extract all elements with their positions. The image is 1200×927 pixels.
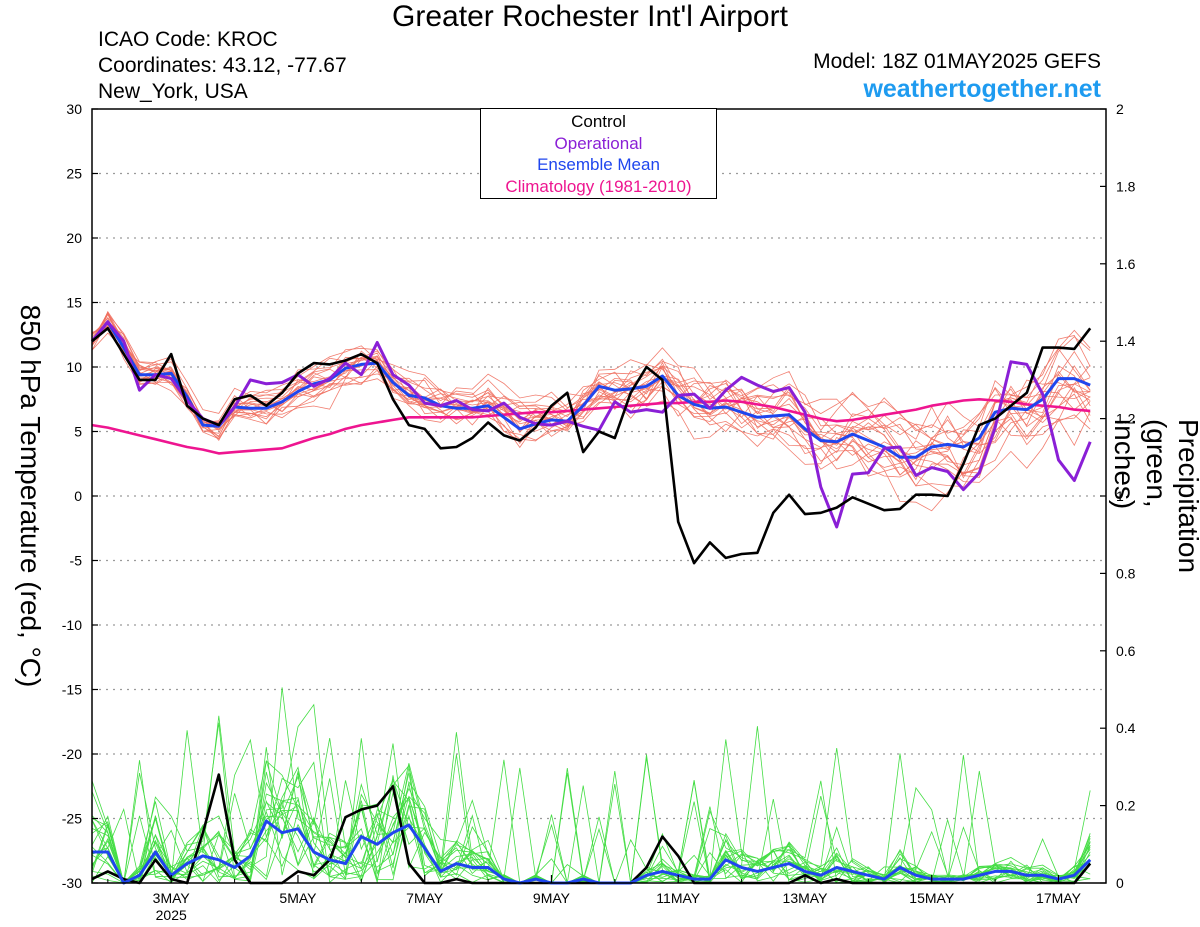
y-tick-label: 10 xyxy=(66,359,82,375)
precipitation-member-line xyxy=(91,770,1091,884)
precipitation-member-line xyxy=(91,738,1091,884)
y-tick-label: -10 xyxy=(62,617,82,633)
grid xyxy=(92,172,1106,820)
operational-line xyxy=(90,320,1092,529)
y2-tick-label: 0.2 xyxy=(1116,798,1136,814)
precipitation-members xyxy=(91,687,1091,885)
legend-climatology: Climatology (1981-2010) xyxy=(505,176,692,196)
model-run: Model: 18Z 01MAY2025 GEFS xyxy=(813,50,1101,73)
temperature-member-line xyxy=(91,313,1091,474)
y-tick-label: 25 xyxy=(66,166,82,182)
legend-ensemble-mean: Ensemble Mean xyxy=(537,155,660,174)
precipitation-member-line xyxy=(91,715,1091,884)
site-link[interactable]: weathertogether.net xyxy=(863,75,1101,103)
x-tick-label: 7MAY xyxy=(406,890,444,906)
coordinates: Coordinates: 43.12, -77.67 xyxy=(98,54,347,77)
climatology-line xyxy=(91,397,1091,455)
temperature-member-line xyxy=(91,325,1091,455)
y2-tick-label: 0.4 xyxy=(1116,720,1136,736)
y-tick-label: -5 xyxy=(70,553,83,569)
y-tick-label: 5 xyxy=(74,424,82,440)
y-tick-label: -15 xyxy=(62,682,82,698)
y2-tick-label: 0.8 xyxy=(1116,565,1136,581)
legend-operational: Operational xyxy=(554,133,643,153)
temperature-member-line xyxy=(91,313,1091,456)
y2-tick-label: 1.6 xyxy=(1116,256,1136,272)
y-tick-label: -30 xyxy=(62,875,82,891)
y2-tick-label: 1.4 xyxy=(1116,333,1136,349)
x-tick-year: 2025 xyxy=(156,907,187,923)
y2-tick-label: 1 xyxy=(1116,488,1124,504)
y-tick-label: 20 xyxy=(66,230,82,246)
y2-tick-label: 1.8 xyxy=(1116,178,1136,194)
y2-tick-label: 1.2 xyxy=(1116,411,1136,427)
x-tick-label: 15MAY xyxy=(909,890,955,906)
control-precip-line xyxy=(91,773,1092,885)
precipitation-member-line xyxy=(91,722,1091,884)
control-line xyxy=(91,326,1092,565)
y2-axis-ticks: 2 1.8 1.6 1.4 1.2 1 0.8 0.6 0.4 0.2 0 xyxy=(1100,101,1136,891)
temperature-member-line xyxy=(91,322,1091,470)
x-tick-label: 5MAY xyxy=(279,890,317,906)
y-axis-ticks: 30 25 20 15 10 5 0 -5 -10 -15 -20 -25 -30 xyxy=(62,101,98,891)
x-tick-label: 13MAY xyxy=(783,890,829,906)
temperature-member-line xyxy=(91,319,1091,476)
y-tick-label: -20 xyxy=(62,746,82,762)
x-tick-label: 11MAY xyxy=(656,890,700,906)
legend-control: Control xyxy=(571,112,626,131)
icao-code: ICAO Code: KROC xyxy=(98,28,278,51)
chart-title: Greater Rochester Int'l Airport xyxy=(392,0,788,33)
temperature-member-line xyxy=(91,326,1091,512)
x-tick-label: 3MAY xyxy=(153,890,191,906)
temperature-member-line xyxy=(91,325,1091,436)
temperature-members xyxy=(91,310,1091,512)
temperature-member-line xyxy=(91,310,1091,481)
x-tick-label: 9MAY xyxy=(533,890,571,906)
y-tick-label: -25 xyxy=(62,811,82,827)
ensemble-mean-line xyxy=(90,320,1091,459)
y-tick-label: 15 xyxy=(66,295,82,311)
ensemble-mean-precip-line xyxy=(92,819,1092,885)
y-tick-label: 0 xyxy=(74,488,82,504)
legend: Control Operational Ensemble Mean Climat… xyxy=(480,108,717,199)
y2-tick-label: 2 xyxy=(1116,101,1124,117)
temperature-member-line xyxy=(91,328,1091,479)
location: New_York, USA xyxy=(98,80,248,103)
precipitation-member-line xyxy=(91,801,1091,885)
y2-tick-label: 0.6 xyxy=(1116,643,1136,659)
y-tick-label: 30 xyxy=(66,101,82,117)
x-tick-label: 17MAY xyxy=(1036,890,1082,906)
y2-tick-label: 0 xyxy=(1116,875,1124,891)
